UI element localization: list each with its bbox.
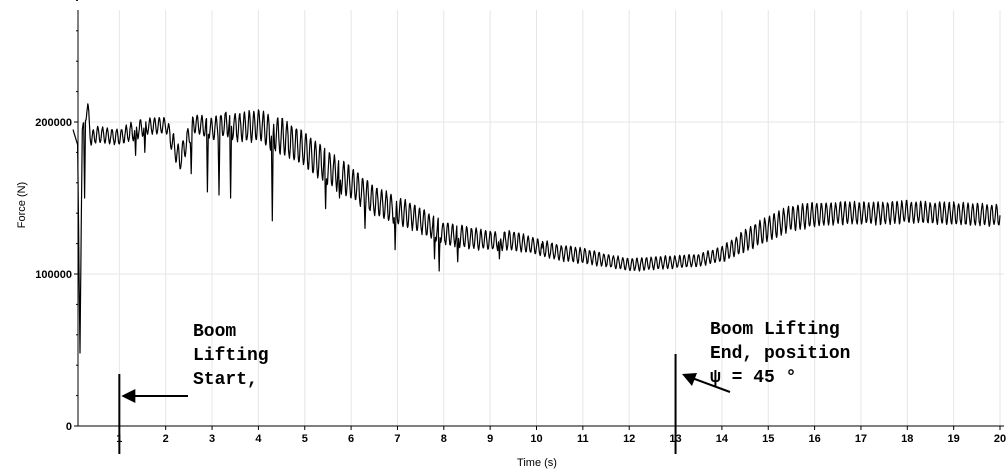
y-tick-label: 0	[66, 421, 72, 433]
x-tick-label: 5	[302, 433, 308, 445]
start-annotation-text: Start,	[193, 370, 258, 390]
x-tick-label: 4	[255, 433, 262, 445]
x-axis-ticks: 1234567891011121314151617181920	[116, 426, 1006, 445]
x-tick-label: 6	[348, 433, 354, 445]
start-annotation-text: Lifting	[193, 346, 269, 366]
x-tick-label: 14	[716, 433, 729, 445]
start-annotation-text: Boom	[193, 322, 236, 342]
x-tick-label: 15	[762, 433, 774, 445]
x-tick-label: 19	[948, 433, 960, 445]
y-tick-label: 200000	[35, 117, 72, 129]
grid	[78, 10, 1004, 426]
x-tick-label: 11	[577, 433, 589, 445]
x-tick-label: 2	[163, 433, 169, 445]
x-tick-label: 3	[209, 433, 215, 445]
x-tick-label: 16	[808, 433, 820, 445]
x-tick-label: 9	[487, 433, 493, 445]
x-tick-label: 20	[994, 433, 1006, 445]
x-tick-label: 17	[855, 433, 867, 445]
end-arrow-shaft	[691, 377, 731, 393]
end-arrow-head	[682, 373, 697, 386]
series-line	[72, 103, 1001, 354]
x-axis-label: Time (s)	[517, 457, 557, 469]
y-tick-label: 100000	[35, 269, 72, 281]
x-tick-label: 12	[623, 433, 635, 445]
start-arrow-head	[121, 389, 136, 403]
annotations: Boom Lifting Start, Boom Lifting End, positi…	[118, 320, 850, 454]
end-annotation-text: Boom Lifting	[710, 320, 840, 340]
y-axis-ticks: 0 100000 200000	[35, 0, 78, 433]
x-tick-label: 10	[530, 433, 542, 445]
x-tick-label: 18	[901, 433, 913, 445]
x-tick-label: 8	[441, 433, 447, 445]
end-annotation-text: End, position	[710, 344, 850, 364]
series-layer	[72, 103, 1001, 354]
x-tick-label: 7	[394, 433, 400, 445]
end-annotation-text: ψ = 45 °	[710, 368, 796, 388]
y-axis-label: Force (N)	[16, 182, 28, 228]
